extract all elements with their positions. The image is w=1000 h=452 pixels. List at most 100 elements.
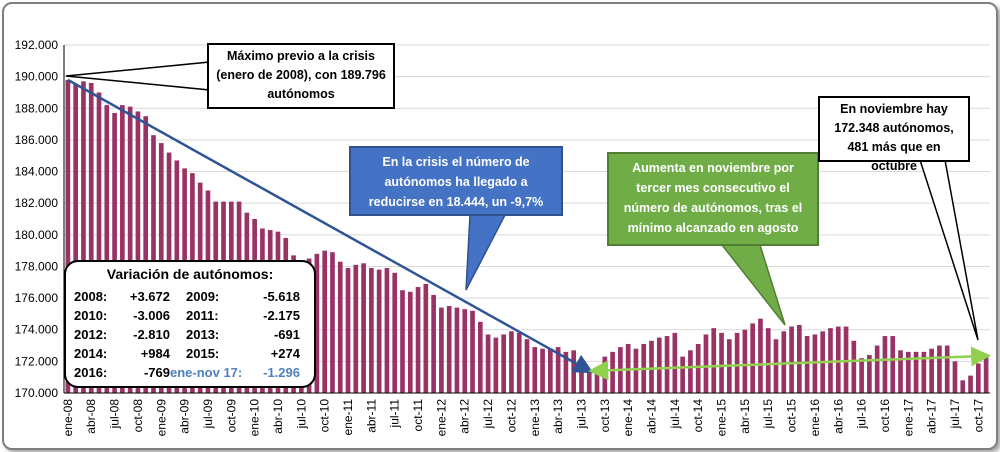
x-tick-label: abr-16 bbox=[831, 399, 845, 434]
bar bbox=[501, 334, 506, 393]
x-tick-label: jul-15 bbox=[761, 399, 775, 430]
bar bbox=[594, 370, 600, 393]
bar bbox=[96, 92, 102, 393]
bar bbox=[407, 291, 413, 393]
x-tick-label: oct-11 bbox=[411, 399, 425, 432]
y-tick-label: 170.000 bbox=[15, 386, 59, 400]
x-tick-label: abr-09 bbox=[178, 399, 192, 434]
x-tick-label: jul-11 bbox=[388, 399, 402, 429]
x-tick-label: abr-12 bbox=[458, 399, 472, 434]
variation-table: Variación de autónomos: 2008: +3.672 200… bbox=[64, 260, 316, 388]
bar bbox=[143, 116, 149, 394]
x-tick-label: oct-12 bbox=[504, 399, 518, 433]
x-tick-label: ene-09 bbox=[154, 399, 168, 437]
x-tick-label: oct-17 bbox=[971, 399, 985, 433]
x-tick-label: ene-11 bbox=[341, 399, 355, 436]
bar bbox=[135, 111, 141, 393]
bar bbox=[439, 307, 444, 393]
recovery-arrow bbox=[588, 346, 992, 381]
bar bbox=[361, 263, 366, 393]
y-tick-label: 186.000 bbox=[15, 133, 59, 147]
bar bbox=[454, 307, 460, 393]
bar bbox=[968, 375, 973, 393]
bar bbox=[540, 348, 545, 393]
bar bbox=[477, 321, 483, 393]
bar bbox=[509, 331, 514, 393]
variation-year: 2010: bbox=[74, 308, 108, 323]
x-tick-label: ene-16 bbox=[808, 399, 822, 437]
arrows bbox=[67, 78, 992, 381]
y-tick-label: 172.000 bbox=[15, 354, 59, 368]
bar bbox=[485, 334, 491, 393]
bar bbox=[353, 264, 359, 393]
variation-row: 2016: -769 ene-nov 17: -1.296 bbox=[74, 365, 310, 383]
max-callout: Máximo previo a la crisis (enero de 2008… bbox=[207, 43, 395, 109]
variation-value-highlight: -1.296 bbox=[263, 365, 300, 380]
recovery-callout-text: Aumenta en noviembre por tercer mes cons… bbox=[623, 161, 803, 235]
variation-value: +3.672 bbox=[129, 289, 170, 304]
variation-year: 2009: bbox=[186, 289, 220, 304]
variation-title: Variación de autónomos: bbox=[106, 266, 274, 282]
bar bbox=[524, 339, 530, 393]
variation-year-highlight: ene-nov 17: bbox=[170, 365, 243, 380]
variation-value: -769 bbox=[143, 365, 170, 380]
recovery-callout-pointer bbox=[720, 244, 786, 326]
x-tick-label: jul-08 bbox=[108, 399, 122, 430]
x-tick-label: jul-12 bbox=[481, 399, 495, 430]
bar bbox=[400, 290, 405, 393]
recovery-callout: Aumenta en noviembre por tercer mes cons… bbox=[607, 152, 819, 246]
x-tick-label: oct-13 bbox=[598, 399, 612, 433]
variation-value: +274 bbox=[270, 346, 300, 361]
variation-row: 2008: +3.672 2009: -5.618 bbox=[74, 289, 310, 307]
bar bbox=[516, 332, 522, 393]
bar bbox=[960, 380, 966, 393]
y-tick-label: 180.000 bbox=[15, 228, 59, 242]
x-tick-label: abr-17 bbox=[925, 399, 939, 434]
bar bbox=[81, 81, 86, 393]
variation-year: 2008: bbox=[74, 289, 108, 304]
y-tick-label: 184.000 bbox=[15, 165, 59, 179]
max-callout-pointer bbox=[65, 61, 211, 91]
variation-row: 2010: -3.006 2011: -2.175 bbox=[74, 308, 310, 326]
bar bbox=[555, 347, 561, 393]
x-tick-label: ene-14 bbox=[621, 399, 635, 437]
latest-callout: En noviembre hay 172.348 autónomos, 481 … bbox=[818, 96, 970, 173]
bar bbox=[65, 79, 71, 394]
variation-value: -5.618 bbox=[263, 289, 300, 304]
variation-year: 2014: bbox=[74, 346, 108, 361]
x-tick-label: ene-12 bbox=[434, 399, 448, 437]
variation-row: 2014: +984 2015: +274 bbox=[74, 346, 310, 364]
x-tick-label: jul-16 bbox=[855, 399, 869, 430]
x-tick-label: jul-13 bbox=[575, 399, 589, 430]
bar bbox=[73, 84, 79, 394]
bar bbox=[586, 370, 592, 393]
bar bbox=[376, 269, 382, 393]
y-tick-label: 178.000 bbox=[15, 259, 59, 273]
bar bbox=[330, 252, 335, 393]
bar bbox=[415, 287, 421, 393]
x-tick-label: abr-11 bbox=[364, 399, 378, 433]
bar bbox=[112, 113, 117, 394]
variation-value: +984 bbox=[140, 346, 170, 361]
bar bbox=[532, 347, 538, 393]
bar bbox=[548, 348, 553, 393]
bar bbox=[369, 268, 374, 393]
y-tick-label: 176.000 bbox=[15, 291, 59, 305]
y-tick-label: 174.000 bbox=[15, 323, 59, 337]
x-tick-label: jul-14 bbox=[668, 399, 682, 430]
max-callout-text: Máximo previo a la crisis (enero de 2008… bbox=[216, 49, 386, 101]
variation-year: 2012: bbox=[74, 327, 108, 342]
bar bbox=[431, 294, 436, 393]
bar bbox=[127, 106, 133, 393]
bar bbox=[384, 268, 390, 393]
x-tick-label: ene-08 bbox=[61, 399, 75, 437]
variation-year: 2016: bbox=[74, 365, 108, 380]
bar bbox=[563, 351, 569, 393]
bar bbox=[104, 105, 110, 394]
variation-year: 2015: bbox=[186, 346, 220, 361]
axes: 170.000 172.000 174.000 176.000 178.000 180.0… bbox=[15, 38, 990, 436]
variation-value: -2.175 bbox=[263, 308, 300, 323]
bar bbox=[493, 337, 499, 393]
